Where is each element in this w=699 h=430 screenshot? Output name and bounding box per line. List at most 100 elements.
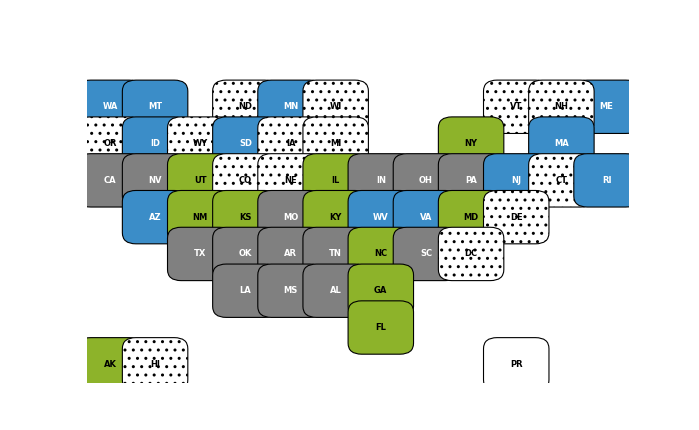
- Text: PR: PR: [510, 360, 523, 369]
- Text: OK: OK: [238, 249, 252, 258]
- FancyBboxPatch shape: [394, 190, 459, 244]
- Text: KY: KY: [329, 213, 342, 221]
- FancyBboxPatch shape: [438, 154, 504, 207]
- FancyBboxPatch shape: [168, 154, 233, 207]
- Text: AK: AK: [103, 360, 117, 369]
- FancyBboxPatch shape: [438, 227, 504, 281]
- FancyBboxPatch shape: [258, 80, 323, 133]
- FancyBboxPatch shape: [348, 227, 414, 281]
- Text: DE: DE: [510, 213, 523, 221]
- Text: IL: IL: [331, 176, 340, 185]
- Text: IA: IA: [286, 139, 295, 148]
- FancyBboxPatch shape: [348, 190, 414, 244]
- Text: AR: AR: [284, 249, 297, 258]
- FancyBboxPatch shape: [484, 154, 549, 207]
- Text: CO: CO: [239, 176, 252, 185]
- FancyBboxPatch shape: [348, 264, 414, 317]
- FancyBboxPatch shape: [574, 154, 640, 207]
- Text: NV: NV: [148, 176, 162, 185]
- Text: AL: AL: [330, 286, 342, 295]
- Text: MI: MI: [330, 139, 341, 148]
- Text: WV: WV: [373, 213, 389, 221]
- FancyBboxPatch shape: [303, 154, 368, 207]
- Text: MN: MN: [283, 102, 298, 111]
- FancyBboxPatch shape: [258, 227, 323, 281]
- Text: MA: MA: [554, 139, 569, 148]
- FancyBboxPatch shape: [303, 264, 368, 317]
- Text: WI: WI: [329, 102, 342, 111]
- Text: GA: GA: [374, 286, 387, 295]
- FancyBboxPatch shape: [528, 154, 594, 207]
- Text: MD: MD: [463, 213, 479, 221]
- FancyBboxPatch shape: [394, 227, 459, 281]
- FancyBboxPatch shape: [303, 190, 368, 244]
- FancyBboxPatch shape: [303, 80, 368, 133]
- Text: NH: NH: [554, 102, 568, 111]
- Text: SD: SD: [239, 139, 252, 148]
- FancyBboxPatch shape: [438, 190, 504, 244]
- Text: NM: NM: [193, 213, 208, 221]
- FancyBboxPatch shape: [484, 338, 549, 391]
- Text: TX: TX: [194, 249, 206, 258]
- FancyBboxPatch shape: [212, 227, 278, 281]
- Text: FL: FL: [375, 323, 387, 332]
- FancyBboxPatch shape: [258, 264, 323, 317]
- FancyBboxPatch shape: [122, 154, 188, 207]
- Text: ID: ID: [150, 139, 160, 148]
- FancyBboxPatch shape: [212, 117, 278, 170]
- FancyBboxPatch shape: [77, 80, 143, 133]
- Text: ND: ND: [238, 102, 252, 111]
- FancyBboxPatch shape: [122, 80, 188, 133]
- Text: WY: WY: [193, 139, 208, 148]
- Text: TN: TN: [329, 249, 342, 258]
- Text: HI: HI: [150, 360, 160, 369]
- FancyBboxPatch shape: [484, 190, 549, 244]
- Text: OH: OH: [419, 176, 433, 185]
- FancyBboxPatch shape: [168, 190, 233, 244]
- FancyBboxPatch shape: [77, 154, 143, 207]
- FancyBboxPatch shape: [528, 80, 594, 133]
- Text: ME: ME: [600, 102, 614, 111]
- FancyBboxPatch shape: [212, 80, 278, 133]
- FancyBboxPatch shape: [348, 301, 414, 354]
- FancyBboxPatch shape: [168, 117, 233, 170]
- FancyBboxPatch shape: [574, 80, 640, 133]
- FancyBboxPatch shape: [212, 154, 278, 207]
- FancyBboxPatch shape: [438, 117, 504, 170]
- Text: PA: PA: [465, 176, 477, 185]
- Text: UT: UT: [194, 176, 206, 185]
- Text: KS: KS: [239, 213, 252, 221]
- Text: NY: NY: [465, 139, 477, 148]
- Text: MS: MS: [283, 286, 298, 295]
- FancyBboxPatch shape: [484, 80, 549, 133]
- FancyBboxPatch shape: [122, 338, 188, 391]
- Text: CA: CA: [103, 176, 116, 185]
- Text: CT: CT: [556, 176, 568, 185]
- Text: RI: RI: [602, 176, 612, 185]
- FancyBboxPatch shape: [212, 264, 278, 317]
- Text: NC: NC: [374, 249, 387, 258]
- Text: MT: MT: [148, 102, 162, 111]
- FancyBboxPatch shape: [77, 117, 143, 170]
- FancyBboxPatch shape: [258, 154, 323, 207]
- Text: OR: OR: [103, 139, 117, 148]
- FancyBboxPatch shape: [258, 117, 323, 170]
- FancyBboxPatch shape: [77, 338, 143, 391]
- Text: NE: NE: [284, 176, 297, 185]
- Text: LA: LA: [240, 286, 251, 295]
- FancyBboxPatch shape: [122, 117, 188, 170]
- FancyBboxPatch shape: [348, 154, 414, 207]
- Text: WA: WA: [102, 102, 117, 111]
- FancyBboxPatch shape: [303, 117, 368, 170]
- Text: AZ: AZ: [149, 213, 161, 221]
- Text: VA: VA: [420, 213, 432, 221]
- FancyBboxPatch shape: [258, 190, 323, 244]
- FancyBboxPatch shape: [212, 190, 278, 244]
- Text: MO: MO: [283, 213, 298, 221]
- Text: DC: DC: [465, 249, 477, 258]
- FancyBboxPatch shape: [122, 190, 188, 244]
- Text: IN: IN: [376, 176, 386, 185]
- FancyBboxPatch shape: [168, 227, 233, 281]
- FancyBboxPatch shape: [303, 227, 368, 281]
- FancyBboxPatch shape: [528, 117, 594, 170]
